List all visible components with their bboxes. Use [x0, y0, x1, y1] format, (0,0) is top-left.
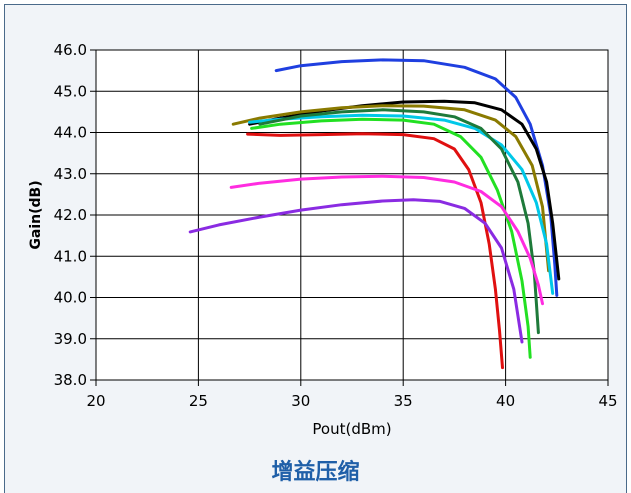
- y-tick-label: 44.0: [54, 124, 87, 142]
- x-tick-label: 20: [86, 392, 105, 410]
- x-tick-label: 35: [394, 392, 413, 410]
- y-tick-label: 46.0: [54, 41, 87, 59]
- chart-caption: 增益压缩: [271, 460, 360, 485]
- y-tick-label: 43.0: [54, 165, 87, 183]
- x-tick-label: 30: [291, 392, 310, 410]
- series-line-3: [231, 104, 551, 273]
- x-tick-label: 25: [189, 392, 208, 410]
- y-axis-label: Gain(dB): [28, 180, 44, 249]
- series-line-8: [229, 174, 544, 306]
- y-tick-label: 39.0: [54, 330, 87, 348]
- y-tick-label: 40.0: [54, 289, 87, 307]
- series-line-5: [258, 108, 540, 335]
- series-line-6: [250, 117, 532, 359]
- x-axis-label: Pout(dBm): [312, 420, 391, 438]
- y-tick-label: 45.0: [54, 82, 87, 100]
- series-group: [188, 58, 561, 370]
- x-axis-ticks: 20 25 30 35 40 45: [86, 380, 618, 410]
- x-tick-label: 45: [598, 392, 617, 410]
- x-tick-label: 40: [496, 392, 515, 410]
- y-tick-label: 42.0: [54, 206, 87, 224]
- series-line-4: [248, 113, 555, 295]
- series-line-9: [188, 198, 524, 344]
- series-line-7: [246, 132, 504, 370]
- y-tick-label: 38.0: [54, 371, 87, 389]
- y-axis-ticks: 38.0 39.0 40.0 41.0 42.0 43.0 44.0 45.0 46.0: [54, 41, 96, 389]
- y-tick-label: 41.0: [54, 247, 87, 265]
